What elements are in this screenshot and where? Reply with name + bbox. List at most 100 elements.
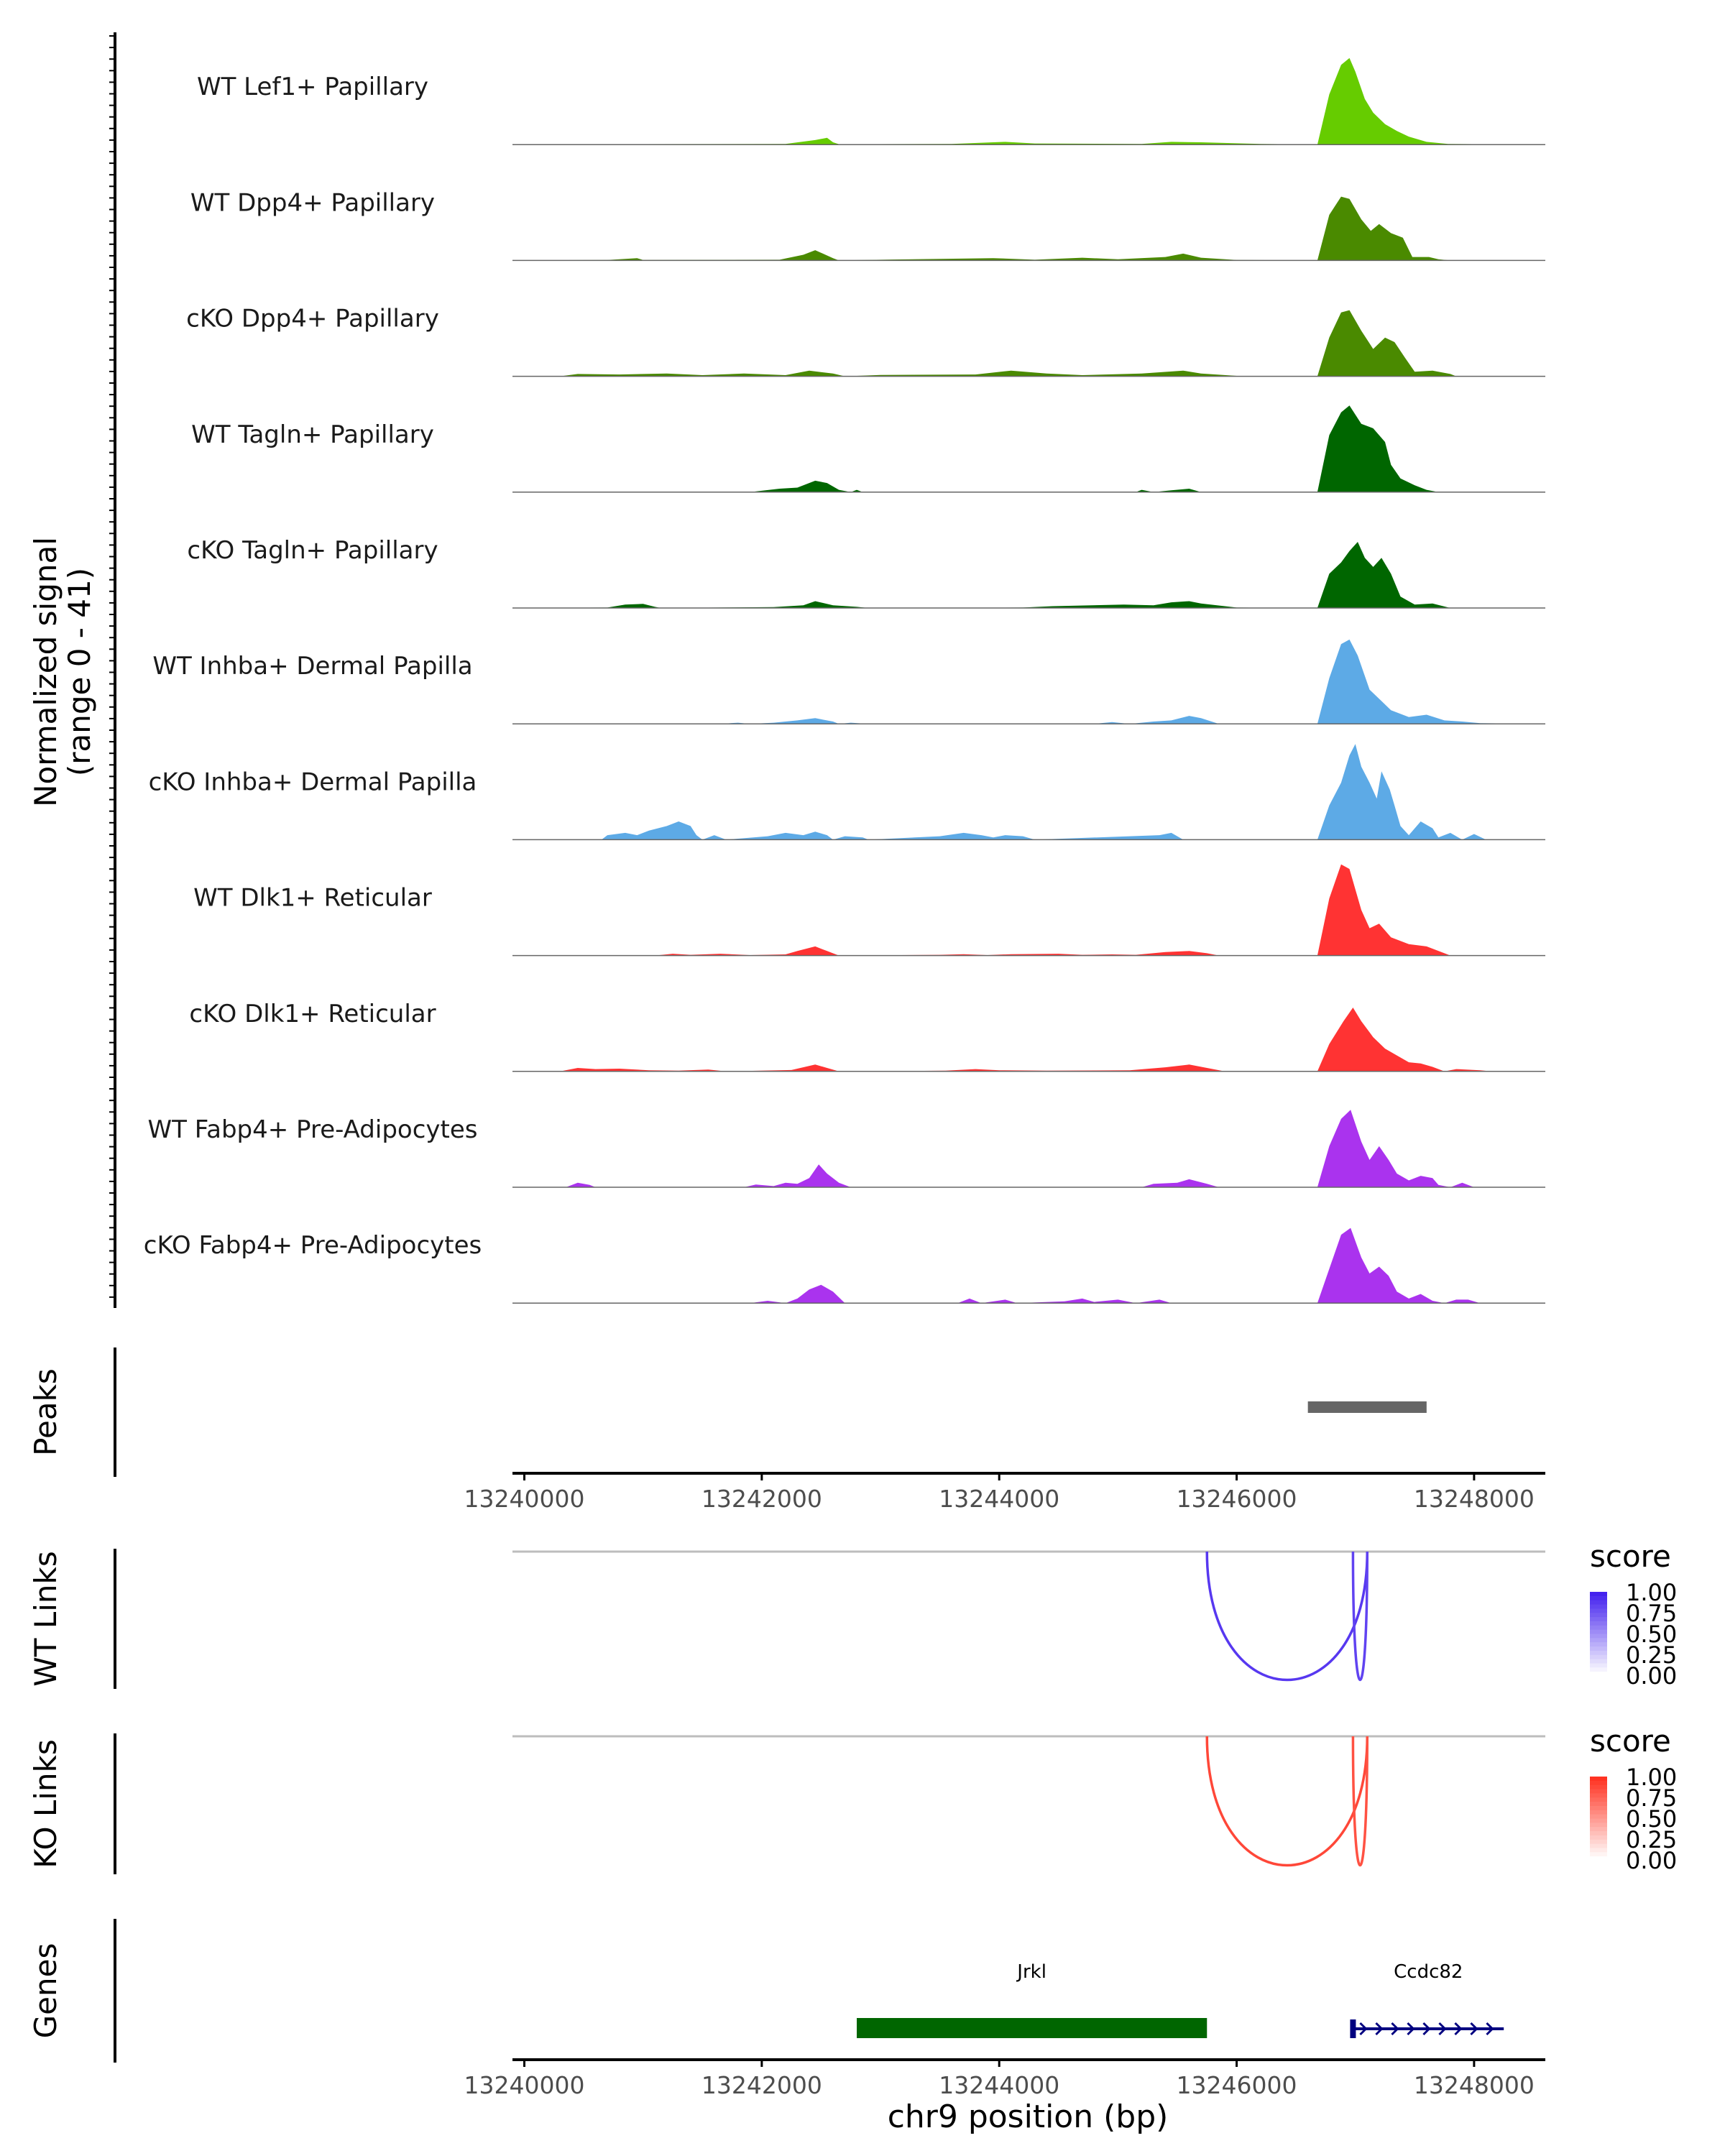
coverage-area	[512, 864, 1545, 956]
legend-tick-label: 0.00	[1626, 1662, 1677, 1690]
track-label: cKO Dpp4+ Papillary	[186, 305, 439, 333]
strand-arrow-icon	[1391, 2022, 1399, 2036]
legend-color-step	[1590, 1617, 1607, 1622]
legend-tick-label: 1.00	[1626, 1579, 1677, 1606]
links-label: WT Links	[28, 1551, 63, 1686]
x-tick-label: 13248000	[1414, 2071, 1535, 2099]
gene-label: Ccdc82	[1394, 1961, 1463, 1983]
legend-tick-label: 0.50	[1626, 1621, 1677, 1648]
x-tick-label: 13240000	[464, 2071, 585, 2099]
legend-color-step	[1590, 1667, 1607, 1672]
legend-color-step	[1590, 1831, 1607, 1836]
coverage-area	[512, 57, 1545, 145]
gene-annotations: Jrkl Ccdc82	[857, 1961, 1504, 2038]
strand-arrow-icon	[1422, 2022, 1431, 2036]
legend-color-step	[1590, 1843, 1607, 1848]
legend-title: score	[1590, 1723, 1671, 1759]
legend-color-step	[1590, 1629, 1607, 1634]
legend-color-step	[1590, 1789, 1607, 1794]
legend-color-step	[1590, 1646, 1607, 1651]
legend-tick-label: 0.75	[1626, 1600, 1677, 1627]
track-2: WT Dpp4+ Papillary	[190, 188, 1545, 262]
legend-title: score	[1590, 1539, 1671, 1574]
links-panel-2: KO Links score 1.000.750.500.250.00	[28, 1723, 1677, 1874]
gene-1: Jrkl	[857, 1961, 1208, 2038]
legend-color-step	[1590, 1592, 1607, 1597]
legend-tick-label: 1.00	[1626, 1764, 1677, 1791]
track-label: WT Fabp4+ Pre-Adipocytes	[148, 1115, 478, 1144]
x-tick-label: 13244000	[939, 2071, 1059, 2099]
strand-arrow-icon	[1486, 2022, 1494, 2036]
legend-tick-label: 0.25	[1626, 1641, 1677, 1669]
track-label: WT Inhba+ Dermal Papilla	[152, 652, 472, 681]
legend-color-step	[1590, 1625, 1607, 1631]
peak-regions	[1307, 1401, 1427, 1413]
legend-color-step	[1590, 1595, 1607, 1601]
track-10: WT Fabp4+ Pre-Adipocytes	[148, 1110, 1545, 1188]
coverage-area	[512, 310, 1545, 377]
link-arc	[1205, 1551, 1368, 1682]
links-panel-1: WT Links score 1.000.750.500.250.00	[28, 1539, 1677, 1690]
legend-color-step	[1590, 1802, 1607, 1807]
x-axis-label: chr9 position (bp)	[888, 2099, 1169, 2135]
legend-color-step	[1590, 1810, 1607, 1815]
legend-color-step	[1590, 1650, 1607, 1656]
legend-tick-label: 0.25	[1626, 1826, 1677, 1853]
legend-tick-label: 0.75	[1626, 1784, 1677, 1812]
x-tick-label: 13240000	[464, 1485, 585, 1513]
peaks-label: Peaks	[28, 1368, 63, 1456]
x-axis-top: 13240000 13242000 13244000 13246000 13248000	[464, 1472, 1545, 1513]
coverage-area	[512, 196, 1545, 261]
legend-color-step	[1590, 1856, 1607, 1861]
legend-color-step	[1590, 1638, 1607, 1643]
track-label: WT Lef1+ Papillary	[197, 73, 428, 101]
coverage-area	[512, 1110, 1545, 1187]
track-label: WT Dpp4+ Papillary	[190, 188, 435, 217]
track-label: cKO Tagln+ Papillary	[187, 536, 438, 565]
signal-y-ticks	[109, 35, 115, 1298]
x-axis-bottom: 13240000 13242000 13244000 13246000 13248000	[464, 2058, 1545, 2099]
coverage-area	[512, 1008, 1545, 1072]
legend-color-step	[1590, 1805, 1607, 1811]
track-label: cKO Inhba+ Dermal Papilla	[149, 768, 477, 796]
x-tick-label: 13246000	[1177, 1485, 1297, 1513]
x-tick-label: 13242000	[702, 2071, 822, 2099]
coverage-tracks: WT Lef1+ Papillary WT Dpp4+ Papillary cKO …	[144, 57, 1545, 1304]
track-8: WT Dlk1+ Reticular	[193, 864, 1545, 957]
legend-tick-label: 0.50	[1626, 1805, 1677, 1833]
signal-y-label-line2: (range 0 - 41)	[62, 568, 97, 776]
coverage-area	[512, 405, 1545, 492]
legend-color-step	[1590, 1784, 1607, 1790]
legend-color-step	[1590, 1827, 1607, 1832]
track-7: cKO Inhba+ Dermal Papilla	[149, 744, 1545, 841]
gene-body	[857, 2018, 1208, 2038]
coverage-area	[512, 639, 1545, 724]
legend-color-step	[1590, 1663, 1607, 1668]
signal-y-label-line1: Normalized signal	[28, 537, 63, 807]
strand-arrow-icon	[1359, 2022, 1368, 2036]
x-tick-label: 13248000	[1414, 1485, 1535, 1513]
track-9: cKO Dlk1+ Reticular	[189, 1000, 1545, 1072]
legend-color-step	[1590, 1818, 1607, 1823]
coverage-area	[512, 1227, 1545, 1304]
legend-color-step	[1590, 1634, 1607, 1639]
link-arc	[1351, 1736, 1368, 1866]
genes-label: Genes	[28, 1943, 63, 2039]
legend-color-step	[1590, 1672, 1607, 1677]
strand-arrow-icon	[1407, 2022, 1415, 2036]
legend-color-step	[1590, 1780, 1607, 1786]
track-5: cKO Tagln+ Papillary	[187, 536, 1545, 609]
track-3: cKO Dpp4+ Papillary	[186, 305, 1545, 377]
legend-color-step	[1590, 1793, 1607, 1798]
legend-color-step	[1590, 1852, 1607, 1857]
legend-tick-label: 0.00	[1626, 1847, 1677, 1874]
track-label: WT Tagln+ Papillary	[191, 420, 434, 449]
legend-color-step	[1590, 1613, 1607, 1618]
legend-color-step	[1590, 1604, 1607, 1609]
legend-color-step	[1590, 1642, 1607, 1647]
legend-color-step	[1590, 1835, 1607, 1841]
legend-color-step	[1590, 1608, 1607, 1613]
track-label: WT Dlk1+ Reticular	[193, 884, 432, 913]
